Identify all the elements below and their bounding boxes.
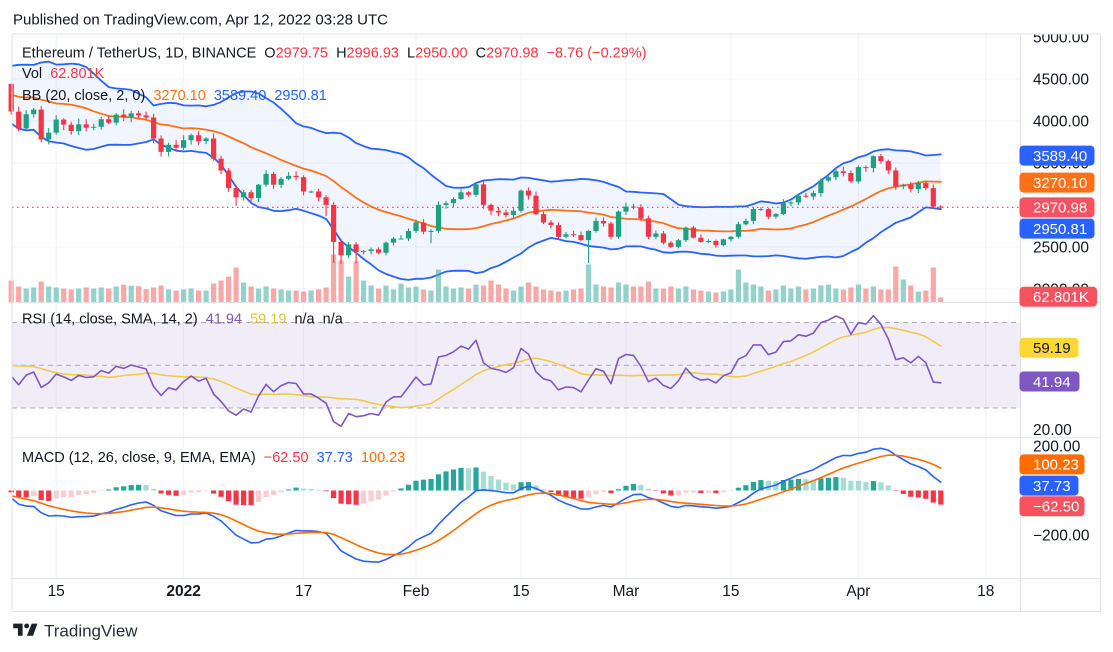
svg-text:20.00: 20.00 xyxy=(1033,422,1072,439)
svg-text:100.23: 100.23 xyxy=(1033,457,1079,474)
svg-text:2950.81: 2950.81 xyxy=(1033,221,1087,238)
svg-text:−62.50: −62.50 xyxy=(1033,499,1079,516)
svg-text:Mar: Mar xyxy=(613,583,640,600)
svg-text:3270.10: 3270.10 xyxy=(1033,175,1087,192)
svg-text:37.73: 37.73 xyxy=(1033,478,1071,495)
svg-text:Published on TradingView.com,: Published on TradingView.com, Apr 12, 20… xyxy=(13,12,388,29)
svg-text:BB (20, close, 2, 0) 3270.10: BB (20, close, 2, 0) 3270.10 3589.40 295… xyxy=(22,88,327,104)
svg-text:15: 15 xyxy=(722,583,739,600)
svg-text:MACD (12, 26, close, 9, EMA, E: MACD (12, 26, close, 9, EMA, EMA) −62.50… xyxy=(22,450,405,466)
svg-text:−200.00: −200.00 xyxy=(1033,527,1090,544)
svg-text:200.00: 200.00 xyxy=(1033,439,1081,456)
svg-text:2970.98: 2970.98 xyxy=(1033,200,1087,217)
svg-text:5000.00: 5000.00 xyxy=(1033,29,1089,46)
svg-text:2022: 2022 xyxy=(166,583,200,600)
svg-text:RSI (14, close, SMA, 14, 2) 4: RSI (14, close, SMA, 14, 2) 41.94 59.19 … xyxy=(22,311,344,327)
svg-text:TradingView: TradingView xyxy=(44,622,138,641)
svg-text:15: 15 xyxy=(512,583,529,600)
svg-text:62.801K: 62.801K xyxy=(1033,289,1089,306)
svg-text:Vol 62.801K: Vol 62.801K xyxy=(22,66,105,82)
svg-text:Feb: Feb xyxy=(403,583,430,600)
svg-text:17: 17 xyxy=(295,583,312,600)
svg-text:41.94: 41.94 xyxy=(1033,374,1071,391)
svg-text:59.19: 59.19 xyxy=(1033,340,1071,357)
svg-text:15: 15 xyxy=(48,583,65,600)
svg-text:2500.00: 2500.00 xyxy=(1033,239,1089,256)
svg-text:4500.00: 4500.00 xyxy=(1033,71,1089,88)
svg-text:Ethereum / TetherUS, 1D, BINAN: Ethereum / TetherUS, 1D, BINANCE O2979.7… xyxy=(22,46,647,62)
svg-text:18: 18 xyxy=(977,583,994,600)
svg-text:Apr: Apr xyxy=(846,583,870,600)
svg-text:4000.00: 4000.00 xyxy=(1033,113,1089,130)
svg-text:3589.40: 3589.40 xyxy=(1033,148,1087,165)
